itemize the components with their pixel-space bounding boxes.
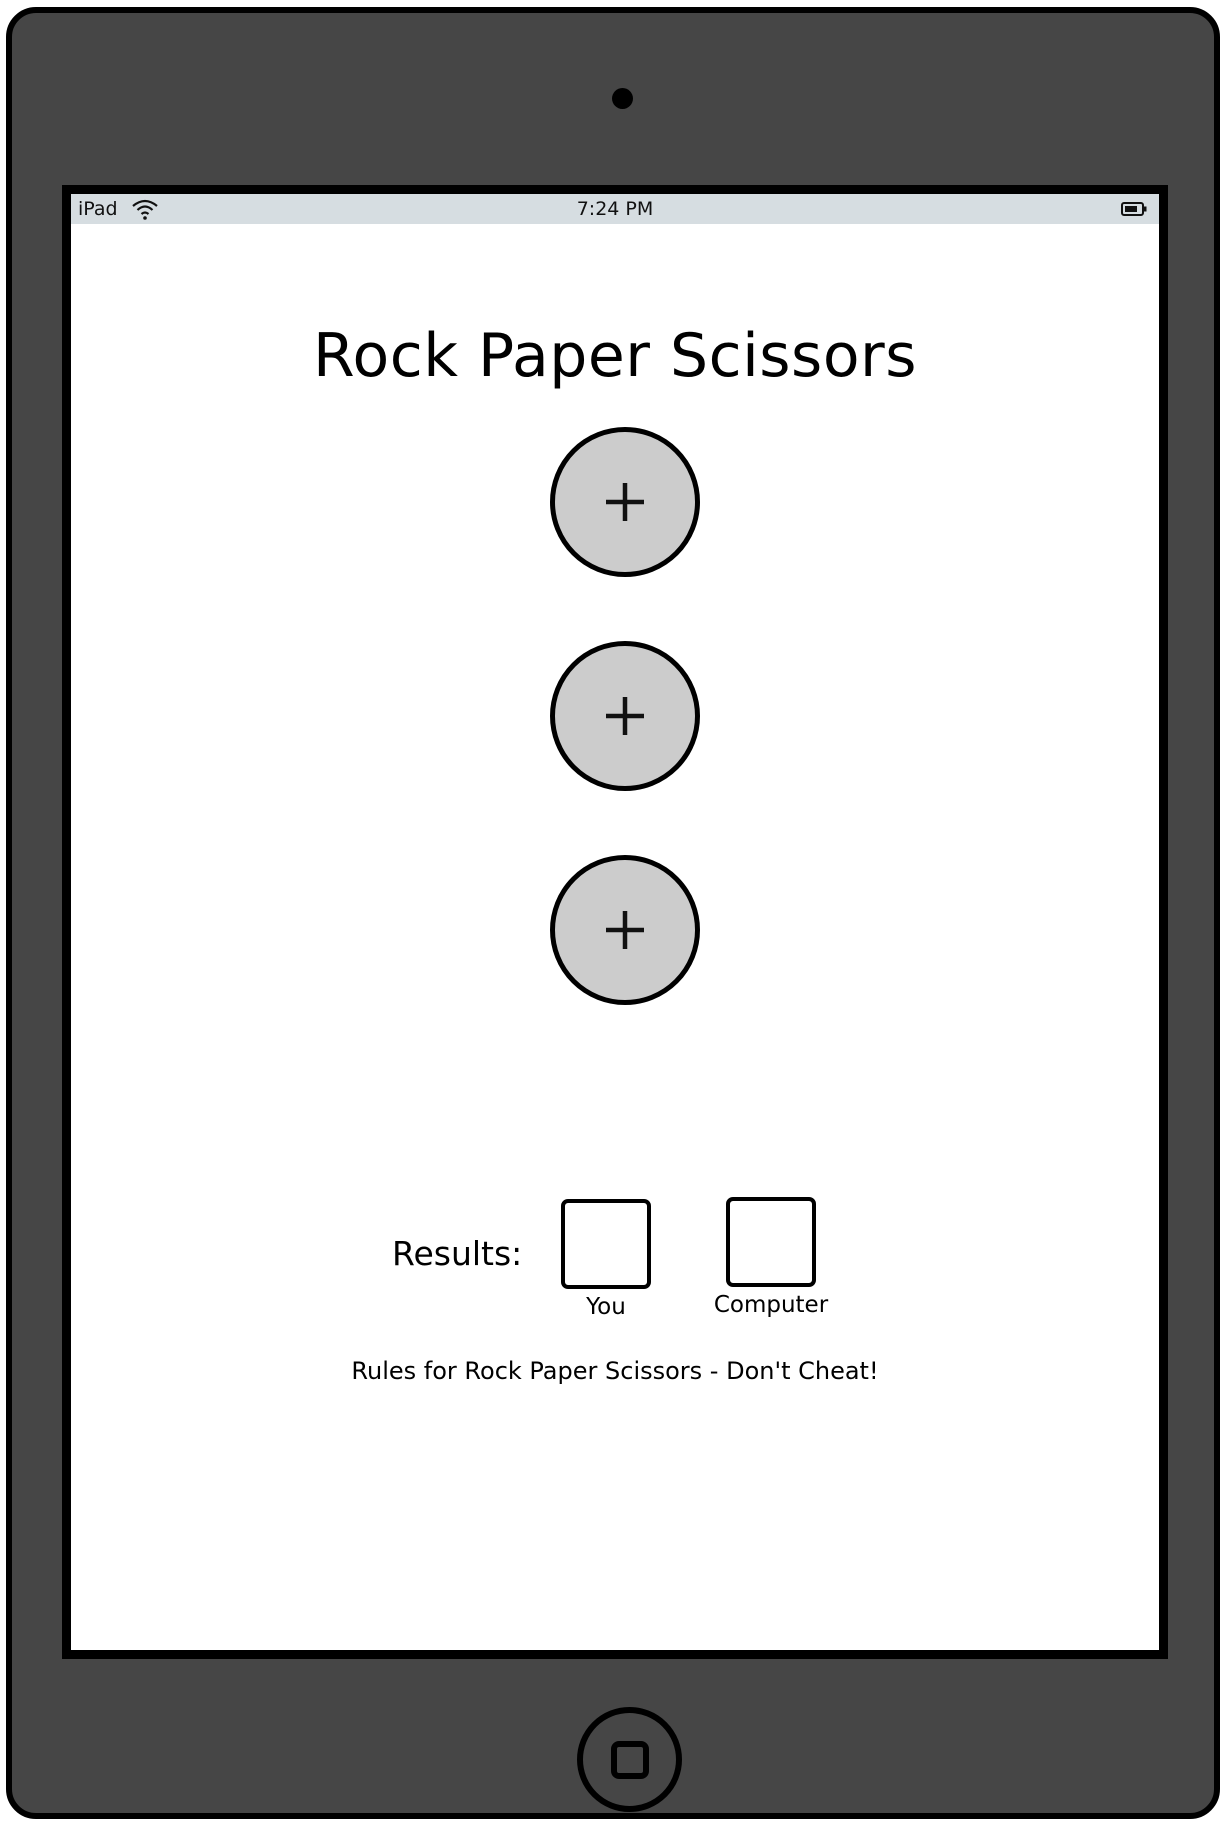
results-label: Results: — [392, 1234, 523, 1273]
rules-text: Rules for Rock Paper Scissors - Don't Ch… — [351, 1357, 879, 1385]
computer-result-box — [726, 1197, 816, 1287]
player-caption: You — [586, 1294, 626, 1320]
page-title: Rock Paper Scissors — [313, 321, 917, 391]
plus-icon — [606, 483, 644, 521]
camera-dot — [612, 88, 633, 109]
screen: iPad 7:24 PM Rock Paper Scissors — [62, 185, 1168, 1659]
battery-icon — [1121, 202, 1147, 216]
wifi-icon — [132, 199, 158, 220]
plus-icon — [606, 911, 644, 949]
home-button[interactable] — [577, 1707, 682, 1812]
status-time: 7:24 PM — [576, 198, 654, 220]
home-square-icon — [610, 1740, 649, 1779]
choice-button-1[interactable] — [550, 427, 700, 577]
computer-caption: Computer — [713, 1292, 829, 1318]
ipad-frame: iPad 7:24 PM Rock Paper Scissors — [6, 7, 1220, 1819]
status-device-name: iPad — [78, 198, 118, 220]
choice-button-3[interactable] — [550, 855, 700, 1005]
choice-button-2[interactable] — [550, 641, 700, 791]
status-bar: iPad 7:24 PM — [71, 194, 1159, 224]
player-result-box — [561, 1199, 651, 1289]
plus-icon — [606, 697, 644, 735]
